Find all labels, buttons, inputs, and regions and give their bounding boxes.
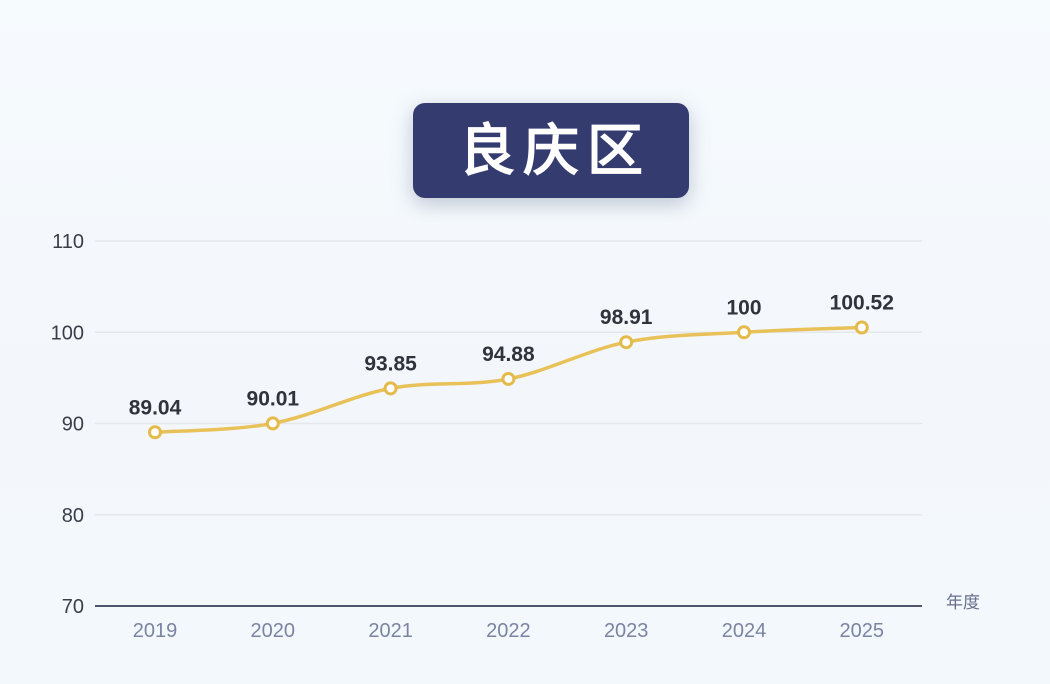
- y-tick-label: 90: [62, 414, 84, 436]
- x-tick-label: 2022: [486, 620, 531, 642]
- x-tick-label: 2021: [368, 620, 413, 642]
- y-tick-label: 110: [52, 231, 84, 253]
- x-tick-label: 2019: [133, 620, 178, 642]
- y-tick-label: 70: [62, 596, 84, 618]
- data-point-label: 100.52: [830, 292, 894, 315]
- series-layer: [148, 320, 869, 440]
- data-point-label: 93.85: [364, 352, 417, 375]
- data-point-marker: [148, 425, 162, 440]
- data-point-label: 100: [726, 296, 761, 319]
- x-axis-unit-label: 年度: [946, 593, 980, 612]
- x-tick-label: 2023: [604, 620, 649, 642]
- label-layer: 89.04 90.01 93.85 94.88 98.91 100 100.52: [129, 292, 894, 420]
- data-point-label: 90.01: [247, 387, 300, 410]
- x-tick-label: 2025: [840, 620, 885, 642]
- data-point-label: 94.88: [482, 343, 535, 366]
- data-point-label: 98.91: [600, 306, 653, 329]
- grid-layer: 70 80 90 100 110 2019 2020 2021 2022 2023 2024 2025: [51, 231, 922, 642]
- data-point-marker: [265, 416, 280, 431]
- district-title-badge: 良庆区: [413, 103, 689, 198]
- data-point-marker: [501, 371, 516, 386]
- data-point-marker: [854, 320, 869, 335]
- data-point-marker: [383, 381, 398, 396]
- y-tick-label: 100: [51, 322, 84, 344]
- data-point-label: 89.04: [129, 396, 182, 419]
- district-title-label: 良庆区: [459, 118, 651, 182]
- y-tick-label: 80: [62, 505, 84, 527]
- x-tick-label: 2024: [722, 620, 767, 642]
- data-point-marker: [619, 335, 634, 350]
- data-point-marker: [737, 325, 751, 340]
- x-tick-label: 2020: [251, 620, 296, 642]
